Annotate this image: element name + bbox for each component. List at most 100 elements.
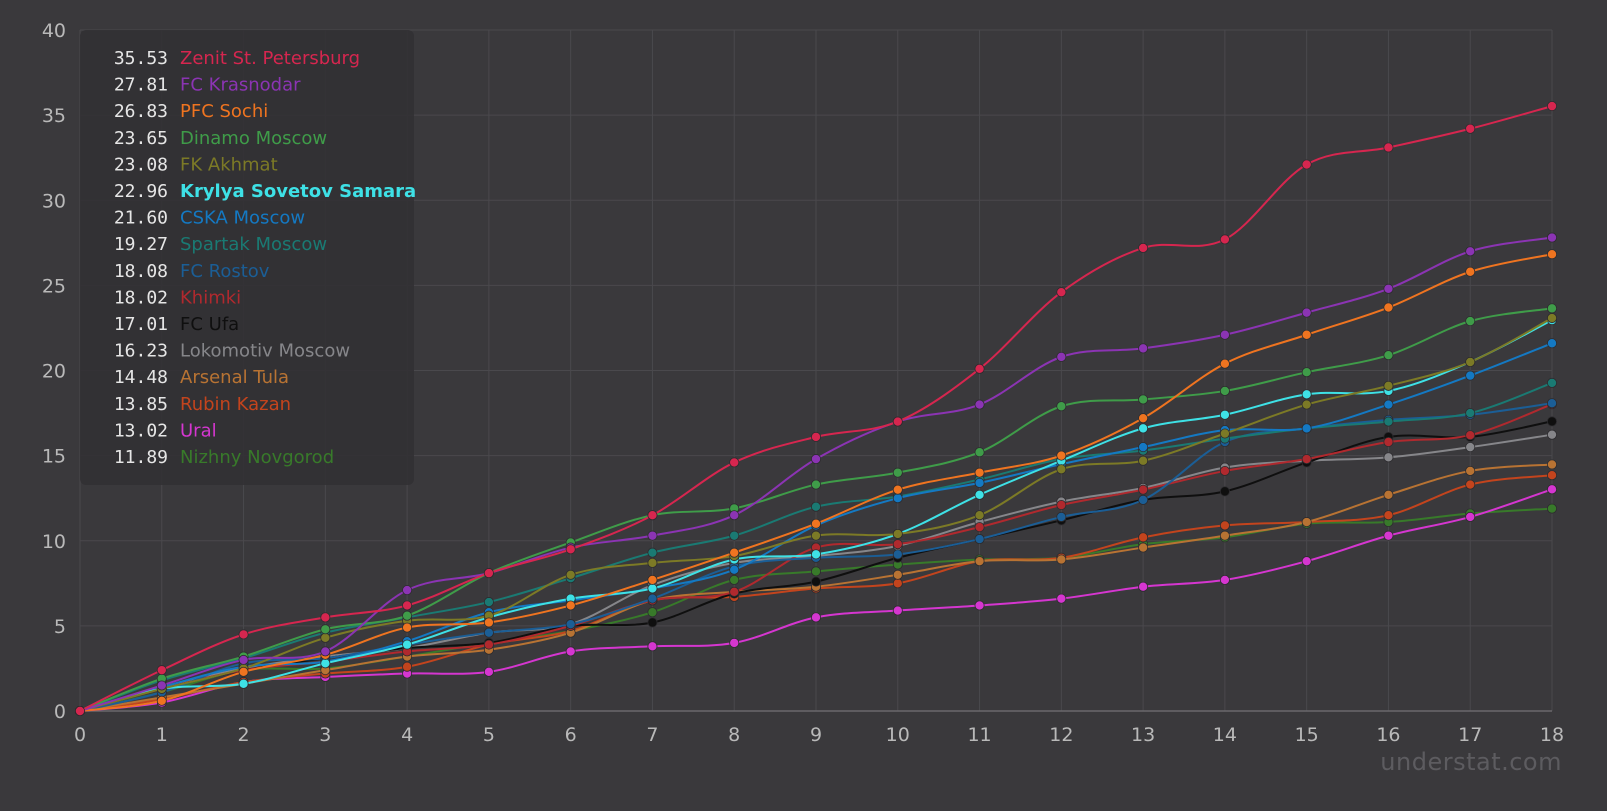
data-point[interactable] xyxy=(1383,302,1394,313)
data-point[interactable] xyxy=(1056,554,1067,565)
data-point[interactable] xyxy=(1547,338,1558,349)
data-point[interactable] xyxy=(729,530,740,541)
data-point[interactable] xyxy=(320,624,331,635)
legend-entry[interactable]: 18.02 Khimki xyxy=(114,287,241,308)
data-point[interactable] xyxy=(1547,429,1558,440)
data-point[interactable] xyxy=(974,489,985,500)
data-point[interactable] xyxy=(647,607,658,618)
data-point[interactable] xyxy=(320,612,331,623)
data-point[interactable] xyxy=(1465,246,1476,257)
data-point[interactable] xyxy=(1383,452,1394,463)
legend-entry[interactable]: 21.60 CSKA Moscow xyxy=(114,208,305,229)
data-point[interactable] xyxy=(811,431,822,442)
legend-entry[interactable]: 35.53 Zenit St. Petersburg xyxy=(114,48,360,69)
data-point[interactable] xyxy=(974,556,985,567)
data-point[interactable] xyxy=(1056,351,1067,362)
data-point[interactable] xyxy=(1547,416,1558,427)
data-point[interactable] xyxy=(892,549,903,560)
data-point[interactable] xyxy=(1138,413,1149,424)
data-point[interactable] xyxy=(1547,303,1558,314)
data-point[interactable] xyxy=(1138,455,1149,466)
data-point[interactable] xyxy=(729,564,740,575)
data-point[interactable] xyxy=(238,678,249,689)
data-point[interactable] xyxy=(647,574,658,585)
legend-entry[interactable]: 16.23 Lokomotiv Moscow xyxy=(114,341,350,362)
legend-entry[interactable]: 13.85 Rubin Kazan xyxy=(114,394,291,415)
data-point[interactable] xyxy=(729,586,740,597)
data-point[interactable] xyxy=(238,666,249,677)
data-point[interactable] xyxy=(647,617,658,628)
data-point[interactable] xyxy=(1219,520,1230,531)
data-point[interactable] xyxy=(1138,242,1149,253)
data-point[interactable] xyxy=(1465,356,1476,367)
data-point[interactable] xyxy=(1219,530,1230,541)
data-point[interactable] xyxy=(156,695,167,706)
data-point[interactable] xyxy=(565,569,576,580)
legend-entry[interactable]: 23.08 FK Akhmat xyxy=(114,154,278,175)
legend-entry[interactable]: 14.48 Arsenal Tula xyxy=(114,367,289,388)
data-point[interactable] xyxy=(483,568,494,579)
data-point[interactable] xyxy=(402,600,413,611)
data-point[interactable] xyxy=(1056,401,1067,412)
data-point[interactable] xyxy=(811,612,822,623)
data-point[interactable] xyxy=(1056,287,1067,298)
data-point[interactable] xyxy=(1465,123,1476,134)
data-point[interactable] xyxy=(1301,423,1312,434)
data-point[interactable] xyxy=(811,454,822,465)
legend-entry[interactable]: 17.01 FC Ufa xyxy=(114,314,239,335)
data-point[interactable] xyxy=(1547,377,1558,388)
data-point[interactable] xyxy=(974,534,985,545)
data-point[interactable] xyxy=(565,544,576,555)
data-point[interactable] xyxy=(1465,316,1476,327)
data-point[interactable] xyxy=(402,661,413,672)
data-point[interactable] xyxy=(892,569,903,580)
data-point[interactable] xyxy=(811,566,822,577)
data-point[interactable] xyxy=(75,706,86,717)
data-point[interactable] xyxy=(483,639,494,650)
data-point[interactable] xyxy=(156,665,167,676)
data-point[interactable] xyxy=(238,654,249,665)
data-point[interactable] xyxy=(647,583,658,594)
data-point[interactable] xyxy=(565,619,576,630)
data-point[interactable] xyxy=(402,639,413,650)
data-point[interactable] xyxy=(811,518,822,529)
data-point[interactable] xyxy=(1465,370,1476,381)
data-point[interactable] xyxy=(402,610,413,621)
data-point[interactable] xyxy=(320,632,331,643)
data-point[interactable] xyxy=(892,416,903,427)
data-point[interactable] xyxy=(1547,484,1558,495)
data-point[interactable] xyxy=(1138,423,1149,434)
data-point[interactable] xyxy=(238,629,249,640)
legend-entry[interactable]: 18.08 FC Rostov xyxy=(114,261,270,282)
data-point[interactable] xyxy=(1547,232,1558,243)
data-point[interactable] xyxy=(974,467,985,478)
data-point[interactable] xyxy=(1547,470,1558,481)
data-point[interactable] xyxy=(402,622,413,633)
data-point[interactable] xyxy=(729,457,740,468)
data-point[interactable] xyxy=(647,641,658,652)
data-point[interactable] xyxy=(1301,307,1312,318)
data-point[interactable] xyxy=(892,484,903,495)
data-point[interactable] xyxy=(729,547,740,558)
legend-entry[interactable]: 23.65 Dinamo Moscow xyxy=(114,128,327,149)
data-point[interactable] xyxy=(320,646,331,657)
data-point[interactable] xyxy=(1138,394,1149,405)
data-point[interactable] xyxy=(811,576,822,587)
data-point[interactable] xyxy=(1301,329,1312,340)
data-point[interactable] xyxy=(1056,464,1067,475)
data-point[interactable] xyxy=(647,547,658,558)
data-point[interactable] xyxy=(1383,283,1394,294)
data-point[interactable] xyxy=(729,637,740,648)
data-point[interactable] xyxy=(1547,313,1558,324)
data-point[interactable] xyxy=(647,593,658,604)
data-point[interactable] xyxy=(1219,409,1230,420)
legend-entry[interactable]: 27.81 FC Krasnodar xyxy=(114,75,301,96)
data-point[interactable] xyxy=(647,530,658,541)
data-point[interactable] xyxy=(729,510,740,521)
data-point[interactable] xyxy=(1219,428,1230,439)
data-point[interactable] xyxy=(1383,142,1394,153)
data-point[interactable] xyxy=(892,605,903,616)
data-point[interactable] xyxy=(811,549,822,560)
data-point[interactable] xyxy=(1465,266,1476,277)
data-point[interactable] xyxy=(974,399,985,410)
